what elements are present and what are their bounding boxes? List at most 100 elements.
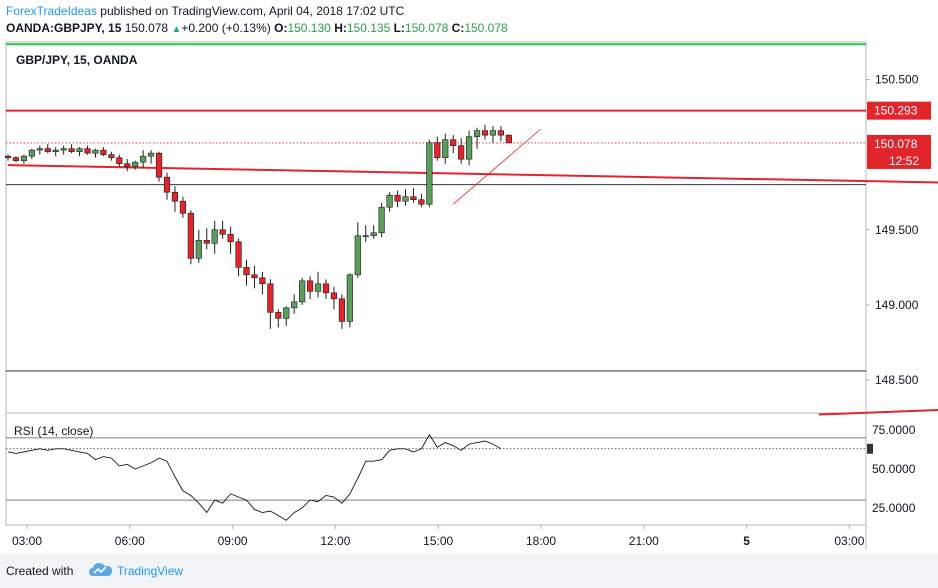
candle-down (108, 154, 115, 158)
candle-down (235, 241, 242, 268)
chart-canvas[interactable]: GBP/JPY, 15, OANDA RSI (14, close) 150.5… (0, 0, 938, 554)
horizontal-levels (6, 43, 866, 372)
rsi-line (7, 433, 502, 521)
time-tick-label: 21:00 (629, 534, 659, 548)
last-price: 150.078 (124, 21, 169, 35)
candle-up (195, 239, 202, 259)
rsi-tick-label: 50.0000 (872, 462, 916, 476)
rsi-tick-label: 25.0000 (872, 501, 916, 515)
candle-up (378, 206, 385, 234)
candle-up (283, 307, 290, 319)
candle-up (132, 161, 139, 167)
current-price-label: 150.078 (874, 137, 918, 151)
time-tick-label: 18:00 (526, 534, 556, 548)
publish-info: ForexTradeIdeas published on TradingView… (6, 4, 404, 18)
candle-down (219, 229, 226, 235)
candle-down (394, 194, 401, 202)
candles (4, 124, 512, 329)
close-value: 150.078 (464, 21, 508, 35)
candle-up (489, 130, 497, 136)
candle-down (84, 148, 91, 154)
rsi-title: RSI (14, close) (14, 424, 93, 438)
candle-up (140, 155, 147, 163)
open-value: 150.130 (287, 21, 331, 35)
time-tick-label: 09:00 (218, 534, 248, 548)
price-tick-label: 149.500 (875, 223, 919, 237)
time-tick-label: 12:00 (320, 534, 350, 548)
candle-up (354, 235, 361, 276)
price-tick-label: 150.500 (875, 73, 919, 87)
candle-up (291, 301, 298, 309)
candle-down (4, 155, 12, 158)
candle-down (171, 191, 179, 202)
candle-down (338, 298, 346, 322)
trendline-red (7, 164, 938, 184)
candle-down (497, 130, 505, 136)
low-value: 150.078 (404, 21, 449, 35)
rsi-marker (867, 443, 873, 454)
candle-up (211, 229, 218, 244)
publish-text: published on TradingView.com, April 04, … (100, 4, 405, 18)
candle-down (275, 312, 282, 319)
price-tick-label: 149.000 (875, 298, 919, 312)
candle-up (442, 139, 449, 158)
footer: Created with TradingView (0, 554, 938, 588)
candle-down (330, 292, 338, 300)
candle-down (481, 130, 489, 136)
price-tick-label: 148.500 (875, 373, 919, 387)
candle-down (12, 157, 20, 161)
candle-down (163, 176, 171, 193)
candle-up (299, 280, 306, 303)
candle-down (458, 145, 465, 160)
price-pane-frame (5, 41, 867, 414)
candle-down (227, 233, 234, 243)
candle-down (434, 142, 441, 158)
time-tick-label: 5 (743, 534, 750, 548)
candle-up (402, 196, 409, 202)
resistance-badge (867, 101, 931, 120)
candle-down (203, 239, 210, 244)
price-change: +0.200 (+0.13%) (181, 21, 271, 35)
symbol-label: OANDA:GBPJPY, 15 (6, 21, 122, 35)
candle-up (314, 283, 322, 292)
rsi-tick-label: 75.0000 (872, 423, 916, 437)
candle-down (267, 283, 274, 313)
candle-up (60, 148, 67, 151)
current-price-badge (867, 134, 931, 169)
candle-down (155, 152, 163, 178)
trendlines (7, 128, 938, 416)
candle-down (124, 163, 131, 167)
candle-down (322, 283, 330, 294)
pane-title: GBP/JPY, 15, OANDA (16, 53, 138, 67)
time-tick-label: 06:00 (115, 534, 145, 548)
candle-up (28, 149, 35, 157)
author-link[interactable]: ForexTradeIdeas (6, 4, 97, 18)
tradingview-link[interactable]: TradingView (117, 564, 184, 578)
candle-up (346, 274, 353, 322)
candle-up (52, 149, 59, 152)
candle-up (20, 155, 28, 161)
time-tick-label: 03:00 (12, 534, 42, 548)
created-with-text: Created with (6, 564, 74, 578)
candle-up (36, 148, 43, 151)
candle-down (187, 212, 194, 259)
countdown-label: 12:52 (889, 154, 919, 168)
candle-up (148, 152, 155, 157)
candle-down (410, 196, 417, 201)
rsi-axis: 75.0000 50.0000 25.0000 (872, 423, 916, 515)
candle-up (473, 130, 481, 137)
candle-down (243, 267, 250, 276)
candle-up (362, 235, 369, 238)
candle-down (100, 149, 107, 155)
candle-up (386, 194, 393, 208)
time-tick-label: 03:00 (834, 534, 864, 548)
candle-up (76, 148, 83, 152)
trendline-red (818, 409, 938, 416)
trendline-red-thin (452, 128, 541, 205)
tradingview-cloud-icon (89, 563, 112, 576)
candle-down (68, 148, 75, 152)
price-badges: 150.293 150.078 12:52 (867, 101, 931, 454)
candle-up (465, 136, 473, 160)
candle-down (306, 280, 314, 292)
